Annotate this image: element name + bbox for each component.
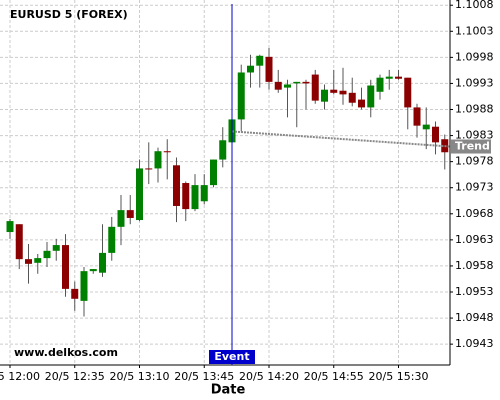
candle-body: [321, 89, 328, 102]
candle-body: [422, 124, 430, 130]
candle-body: [126, 210, 134, 218]
candle-body: [274, 81, 282, 90]
candle-body: [210, 159, 217, 186]
event-label-box: [209, 350, 255, 364]
candle-body: [6, 221, 14, 233]
y-tick-label: 1.0958: [455, 259, 494, 272]
x-tick-label: 20/5 12:35: [45, 370, 105, 383]
y-tick-label: 1.0968: [455, 207, 494, 220]
y-tick-label: 1.0948: [455, 311, 494, 324]
x-axis-label: Date: [211, 383, 246, 398]
x-tick-label: 20/5 14:55: [304, 370, 364, 383]
candle-body: [71, 288, 79, 299]
y-tick-label: 1.0988: [455, 103, 494, 116]
event-label: Event: [214, 350, 249, 363]
y-tick-label: 1.0993: [455, 76, 494, 89]
candle-body: [219, 140, 227, 160]
candle-body: [200, 185, 208, 202]
trend-label: Trend: [455, 140, 490, 153]
candle-body: [311, 74, 319, 101]
candle-body: [154, 151, 162, 169]
candle-body: [80, 271, 88, 301]
candle-body: [145, 168, 153, 170]
candle-body: [265, 56, 273, 82]
y-tick-label: 1.0963: [455, 233, 494, 246]
candle-body: [330, 89, 338, 93]
y-tick-label: 1.0943: [455, 337, 494, 350]
candle-body: [15, 224, 23, 260]
candle-body: [191, 185, 199, 210]
x-tick-label: 20/5 12:00: [0, 370, 40, 383]
y-tick-label: 1.0983: [455, 129, 494, 142]
chart-title: EURUSD 5 (FOREX): [10, 8, 128, 21]
candle-body: [385, 76, 393, 79]
candle-body: [237, 72, 245, 120]
candle-body: [99, 252, 106, 273]
candle-body: [52, 245, 60, 251]
candle-body: [25, 259, 32, 264]
candle-body: [182, 183, 190, 210]
trend-label-box: [451, 139, 491, 154]
candle-body: [395, 76, 402, 79]
x-tick-label: 20/5 14:20: [239, 370, 299, 383]
y-tick-label: 1.0973: [455, 181, 494, 194]
trend-line: [231, 130, 451, 148]
y-tick-label: 1.0978: [455, 155, 494, 168]
candle-body: [302, 81, 310, 84]
candle-body: [358, 99, 365, 108]
candle-body: [108, 226, 116, 253]
x-tick-label: 20/5 13:45: [174, 370, 234, 383]
y-tick-label: 1.0998: [455, 50, 494, 63]
candle-body: [339, 90, 347, 95]
y-tick-label: 1.1003: [455, 24, 494, 37]
candle-body: [348, 92, 356, 103]
y-tick-label: 1.0953: [455, 285, 494, 298]
candle-body: [256, 55, 264, 66]
x-tick-label: 20/5 15:30: [369, 370, 429, 383]
candle-body: [43, 250, 51, 259]
candle-body: [89, 269, 97, 272]
candle-body: [376, 77, 384, 92]
candle-body: [247, 65, 254, 73]
x-tick-label: 20/5 13:10: [110, 370, 170, 383]
candle-body: [404, 77, 412, 108]
candle-body: [163, 151, 171, 153]
y-tick-label: 1.1008: [455, 0, 494, 11]
candle-body: [62, 245, 69, 289]
watermark: www.delkos.com: [14, 346, 118, 359]
candle-body: [432, 126, 439, 143]
plot-area: [0, 0, 451, 365]
candle-body: [117, 210, 125, 227]
candle-body: [293, 81, 301, 84]
candle-body: [173, 165, 180, 206]
candle-body: [136, 168, 143, 221]
candle-body: [367, 85, 375, 108]
candle-body: [34, 258, 42, 263]
candle-body: [413, 107, 421, 126]
candle-body: [284, 84, 291, 88]
